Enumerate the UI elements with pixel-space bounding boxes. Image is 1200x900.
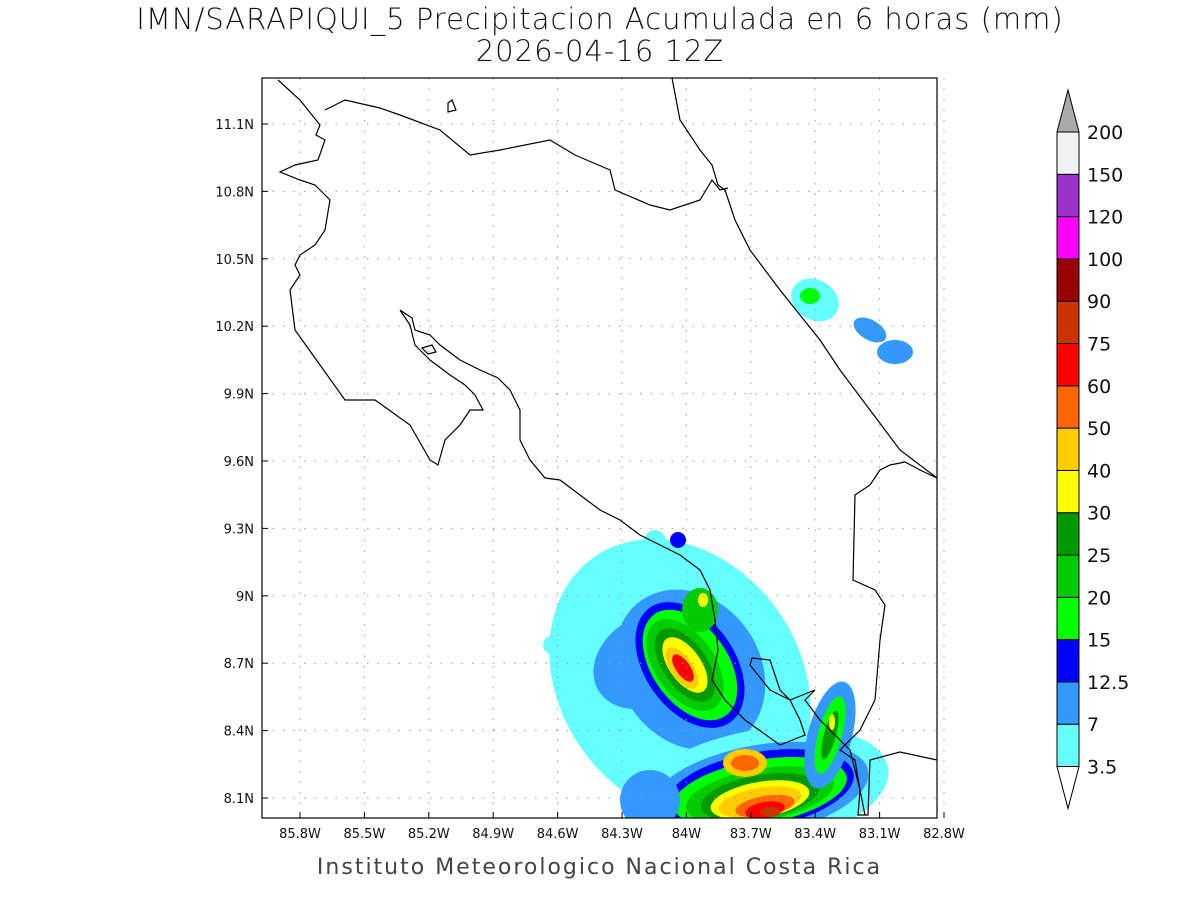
colorbar-swatch xyxy=(1056,131,1080,175)
colorbar-label: 30 xyxy=(1087,503,1111,525)
lon-tick-label: 84W xyxy=(672,827,702,842)
lat-tick-label: 11.1N xyxy=(215,118,254,133)
pacific-coast xyxy=(277,79,866,816)
colorbar-label: 200 xyxy=(1087,122,1123,144)
colorbar-label: 150 xyxy=(1087,164,1123,186)
colorbar-label: 12.5 xyxy=(1087,672,1129,694)
lat-tick-label: 9N xyxy=(236,590,254,605)
colorbar-label: 90 xyxy=(1087,291,1111,313)
lon-tick-label: 82.8W xyxy=(923,827,965,842)
colorbar-swatch xyxy=(1056,427,1080,471)
lat-tick-label: 8.1N xyxy=(224,792,254,807)
colorbar-label: 3.5 xyxy=(1087,757,1117,779)
precip-cell xyxy=(731,755,759,771)
lon-tick-label: 84.6W xyxy=(537,827,579,842)
precip-cell xyxy=(698,593,708,607)
nicaragua-border xyxy=(324,99,729,211)
valid-time: 2026-04-16 12Z xyxy=(475,34,725,68)
precip-cell xyxy=(672,654,694,682)
precip-cell xyxy=(877,340,913,364)
colorbar-label: 100 xyxy=(1087,249,1123,271)
precip-cell xyxy=(620,770,680,818)
colorbar-swatch xyxy=(1056,596,1080,641)
graticule xyxy=(262,78,945,818)
lat-tick-label: 9.9N xyxy=(224,388,254,403)
caribbean-coast xyxy=(671,78,937,479)
colorbar-under-arrow xyxy=(1056,766,1080,811)
colorbar-label: 25 xyxy=(1087,545,1111,567)
colorbar-swatch xyxy=(1056,512,1080,556)
lon-tick-label: 83.7W xyxy=(730,827,772,842)
lat-tick-label: 9.3N xyxy=(224,522,254,537)
colorbar-swatch xyxy=(1056,216,1080,260)
colorbar-label: 50 xyxy=(1087,418,1111,440)
precip-cell xyxy=(760,807,780,817)
colorbar: 3.5 7 12.5 15 20 25 30 40 50 60 75 90 100 120 150 200 xyxy=(1056,88,1129,811)
colorbar-swatch xyxy=(1056,554,1080,598)
precip-cell xyxy=(670,532,686,548)
colorbar-label: 15 xyxy=(1087,630,1111,652)
lon-tick-label: 83.1W xyxy=(859,827,901,842)
colorbar-over-arrow xyxy=(1056,88,1080,133)
colorbar-label: 20 xyxy=(1087,587,1111,609)
colorbar-swatch xyxy=(1056,300,1080,345)
colorbar-swatch xyxy=(1056,385,1080,429)
colorbar-swatch xyxy=(1056,173,1080,218)
map-title: IMN/SARAPIQUI_5 Precipitacion Acumulada … xyxy=(136,2,1064,36)
lon-tick-label: 83.4W xyxy=(794,827,836,842)
lon-tick-label: 85.8W xyxy=(279,827,321,842)
precip-cell xyxy=(543,635,567,655)
colorbar-label: 60 xyxy=(1087,376,1111,398)
coastlines xyxy=(277,78,937,816)
colorbar-swatch xyxy=(1056,639,1080,683)
precip-cell xyxy=(682,588,718,632)
colorbar-swatch xyxy=(1056,258,1080,302)
axis-ticks: 85.8W 85.5W 85.2W 84.9W 84.6W 84.3W 84W 83.7W 83… xyxy=(215,118,965,842)
precip-cell xyxy=(800,288,820,304)
panama-border xyxy=(839,461,937,816)
colorbar-label: 40 xyxy=(1087,460,1111,482)
footer-credit: Instituto Meteorologico Nacional Costa R… xyxy=(316,855,883,880)
lat-tick-label: 10.8N xyxy=(215,185,254,200)
precip-cell xyxy=(853,317,887,343)
colorbar-label: 75 xyxy=(1087,334,1111,356)
lon-tick-label: 84.9W xyxy=(472,827,514,842)
lat-tick-label: 8.4N xyxy=(224,725,254,740)
precipitation-field xyxy=(543,278,913,818)
map-frame xyxy=(261,77,938,819)
colorbar-swatch xyxy=(1056,469,1080,514)
lon-tick-label: 85.2W xyxy=(408,827,450,842)
lat-tick-label: 8.7N xyxy=(224,657,254,672)
precip-cell xyxy=(829,714,835,730)
colorbar-swatch xyxy=(1056,343,1080,387)
precip-cell xyxy=(643,530,667,560)
colorbar-label: 120 xyxy=(1087,207,1123,229)
lat-tick-label: 10.5N xyxy=(215,253,254,268)
colorbar-swatch xyxy=(1056,723,1080,768)
lat-tick-label: 10.2N xyxy=(215,320,254,335)
lon-tick-label: 84.3W xyxy=(601,827,643,842)
nicoya-lake xyxy=(420,344,437,355)
island xyxy=(447,99,457,113)
colorbar-label: 7 xyxy=(1087,714,1099,736)
lat-tick-label: 9.6N xyxy=(224,455,254,470)
lon-tick-label: 85.5W xyxy=(343,827,385,842)
colorbar-swatch xyxy=(1056,681,1080,725)
